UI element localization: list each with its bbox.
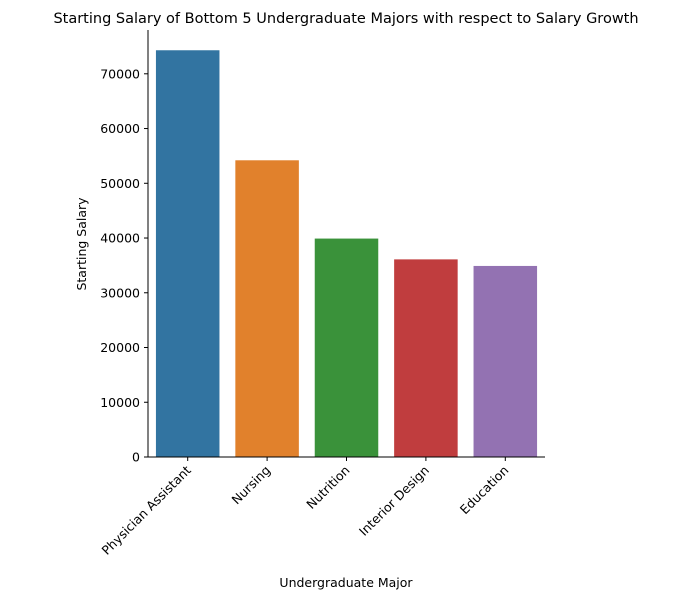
y-axis-ticks: 0 10000 20000 30000 40000 50000 60000 70000: [100, 66, 148, 465]
x-tick-label: Education: [457, 463, 512, 518]
y-tick-label: 40000: [100, 231, 140, 246]
y-tick-label: 0: [132, 450, 140, 465]
x-axis-label: Undergraduate Major: [279, 575, 413, 590]
y-tick-label: 50000: [100, 176, 140, 191]
y-tick-label: 60000: [100, 121, 140, 136]
chart-title: Starting Salary of Bottom 5 Undergraduat…: [53, 11, 638, 27]
x-tick-label: Nursing: [228, 463, 273, 508]
bar-nutrition: [314, 238, 379, 457]
bar-physician-assistant: [155, 50, 220, 457]
bar-interior-design: [394, 259, 458, 457]
y-axis-label: Starting Salary: [74, 197, 89, 291]
x-tick-label: Interior Design: [356, 463, 432, 539]
x-tick-label: Physician Assistant: [99, 462, 194, 557]
y-tick-label: 70000: [100, 66, 140, 81]
y-tick-label: 20000: [100, 340, 140, 355]
bars-group: [155, 50, 538, 458]
y-tick-label: 30000: [100, 285, 140, 300]
bar-nursing: [235, 160, 299, 458]
y-tick-label: 10000: [100, 395, 140, 410]
x-axis-ticks: Physician Assistant Nursing Nutrition Inter…: [99, 457, 512, 558]
x-tick-label: Nutrition: [303, 463, 352, 512]
bar-education: [473, 265, 538, 457]
